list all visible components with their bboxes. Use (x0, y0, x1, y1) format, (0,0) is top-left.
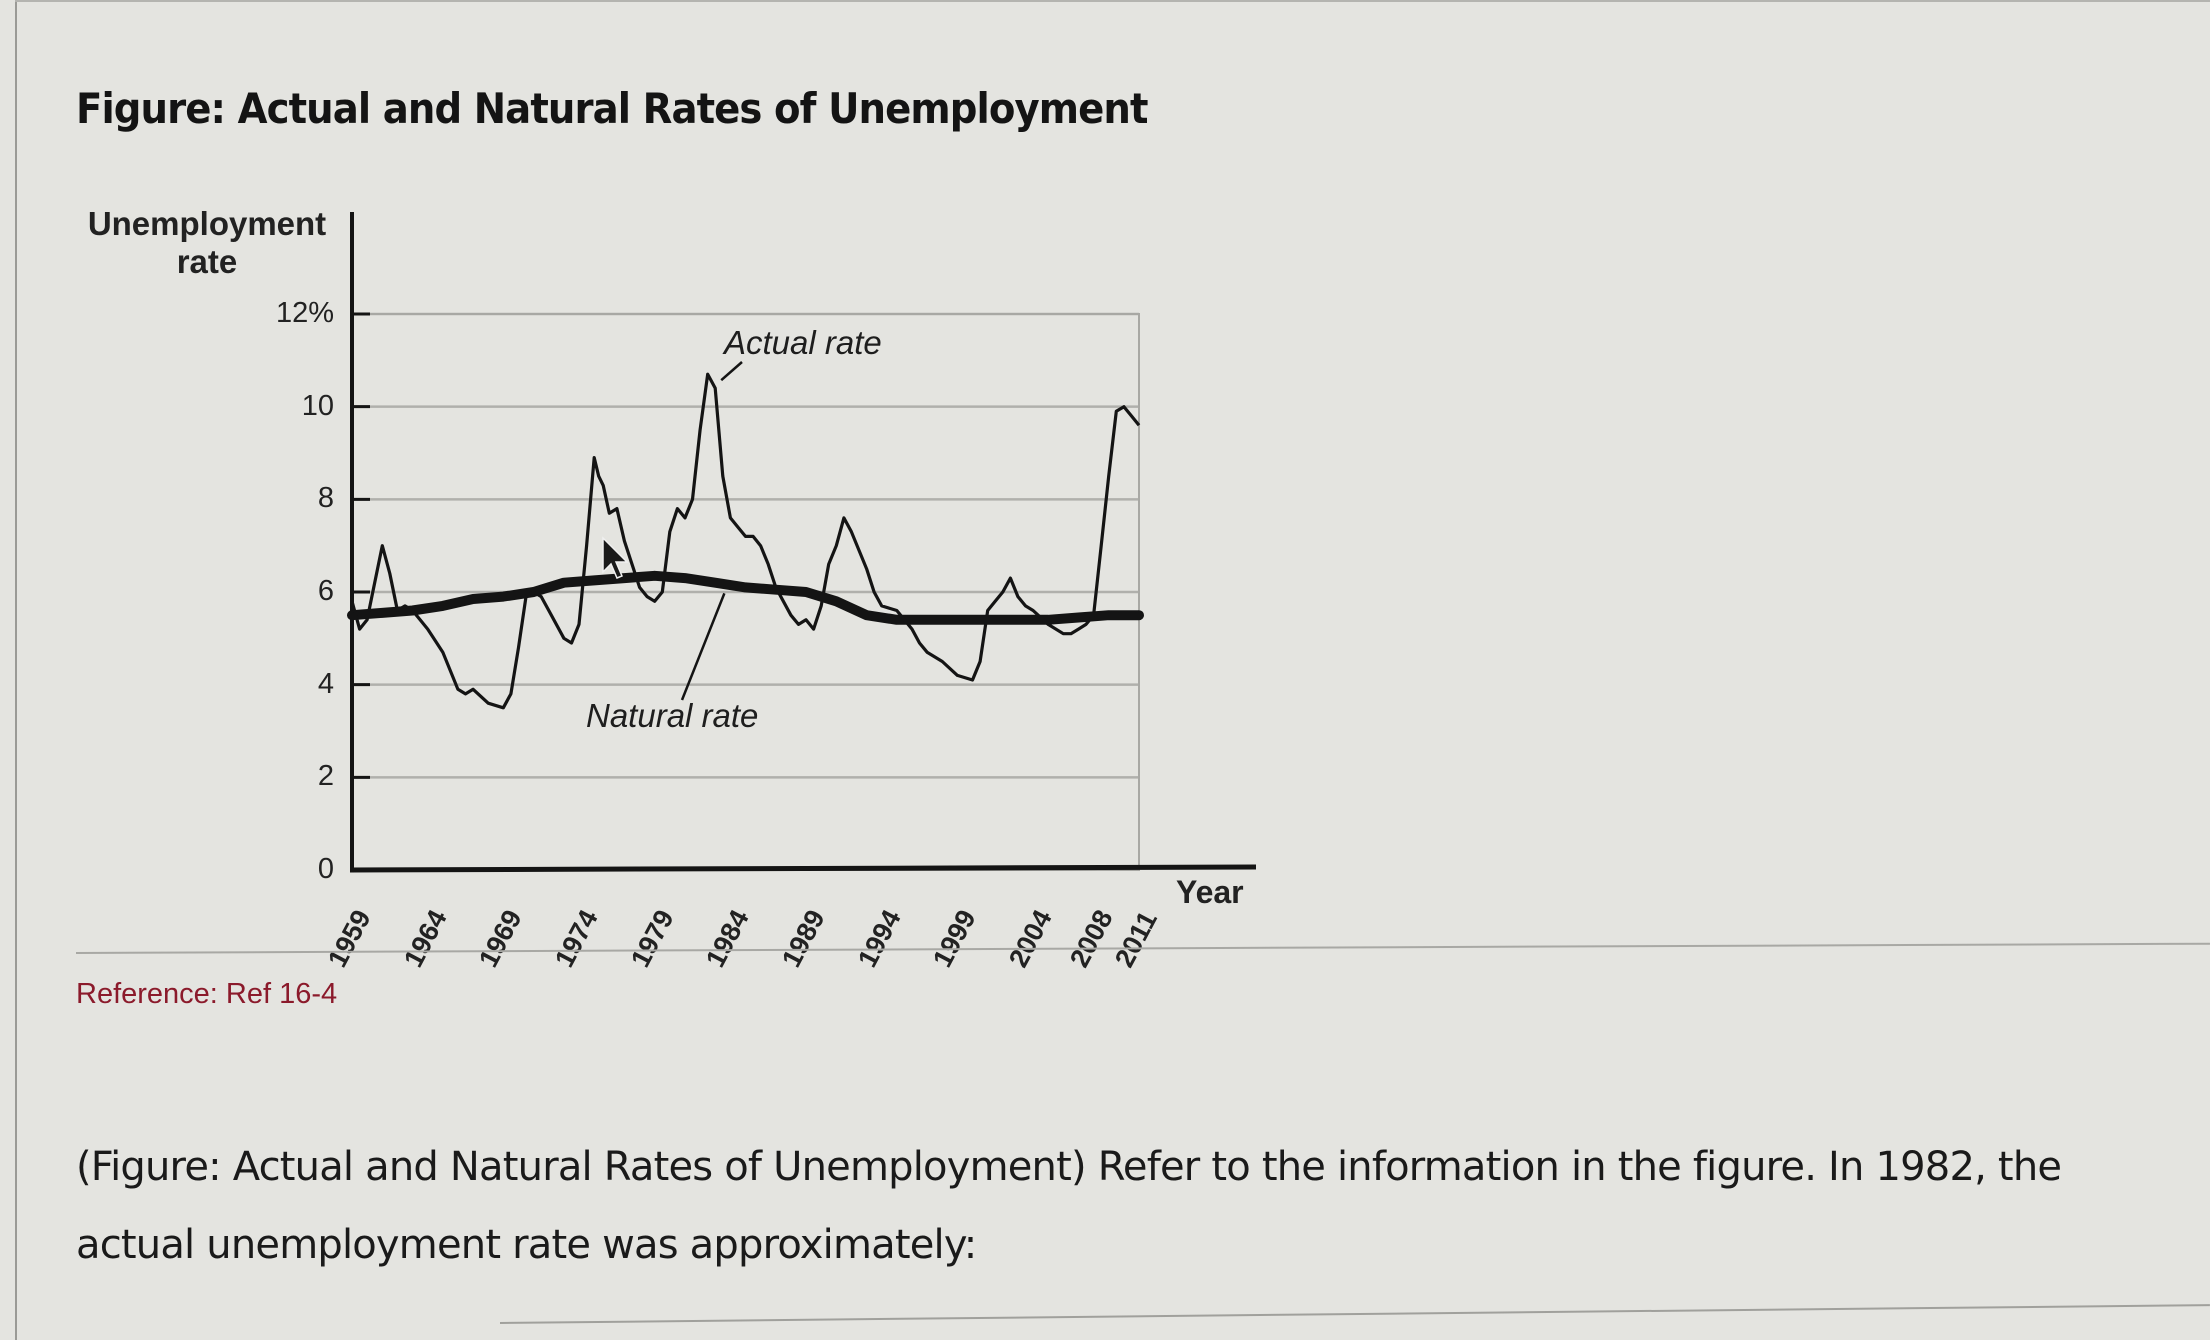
y-axis-title: Unemployment rate (87, 205, 327, 280)
y-axis-ticks (352, 312, 370, 779)
y-tick-label: 10 (301, 389, 334, 422)
x-axis-line (349, 864, 1257, 873)
actual-rate-line (350, 372, 1141, 710)
natural-rate-label: Natural rate (586, 697, 759, 734)
y-tick-label: 0 (317, 853, 334, 885)
mouse-cursor-icon (602, 536, 629, 579)
actual-rate-label: Actual rate (724, 324, 882, 361)
y-tick-label: 8 (317, 482, 334, 515)
page-left-border (15, 0, 17, 1340)
actual-rate-leader-line (720, 361, 743, 382)
y-tick-label: 12% (275, 297, 334, 329)
natural-rate-line (347, 570, 1144, 625)
y-tick-label: 4 (317, 667, 334, 700)
question-text: (Figure: Actual and Natural Rates of Une… (76, 1144, 2062, 1268)
y-tick-label: 2 (317, 760, 334, 793)
natural-rate-leader-line (680, 592, 726, 701)
figure-reference: Reference: Ref 16-4 (76, 978, 338, 1010)
y-tick-label: 6 (317, 575, 334, 607)
x-axis-title: Year (1176, 874, 1244, 910)
page-top-border (15, 0, 2210, 2)
figure-title: Figure: Actual and Natural Rates of Unem… (76, 84, 1148, 133)
